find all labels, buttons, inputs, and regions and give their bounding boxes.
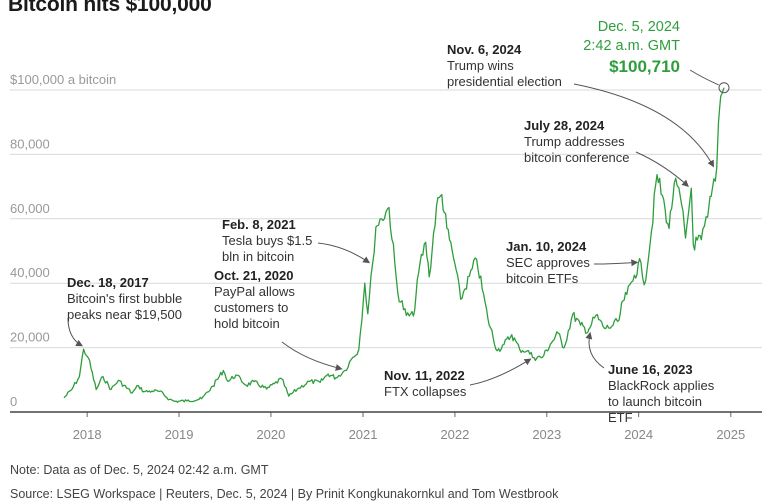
annotation-text: Tesla buys $1.5	[222, 233, 313, 248]
annotation-date: Nov. 6, 2024	[447, 42, 522, 57]
x-tick-label: 2019	[165, 427, 194, 442]
annotation-text: Trump wins	[447, 58, 514, 73]
series-line-bitcoin-price	[63, 87, 725, 403]
y-tick-label: $100,000 a bitcoin	[10, 72, 116, 87]
chart-source: Source: LSEG Workspace | Reuters, Dec. 5…	[10, 487, 559, 501]
annotation-text: presidential election	[447, 74, 562, 89]
annotation-text: FTX collapses	[384, 384, 467, 399]
x-axis-tick-labels: 2018 2019 2020 2021 2022 2023 2024 2025	[73, 412, 745, 442]
record-high-marker	[718, 82, 730, 94]
annotation-paypal: Oct. 21, 2020 PayPal allows customers to…	[214, 268, 295, 332]
annotation-date: Feb. 8, 2021	[222, 217, 296, 232]
record-value: $100,710	[609, 57, 680, 76]
chart-title: Bitcoin hits $100,000	[8, 0, 212, 16]
y-tick-label: 40,000	[10, 265, 50, 280]
y-tick-label: 60,000	[10, 201, 50, 216]
record-time: 2:42 a.m. GMT	[583, 38, 680, 54]
arrow-blackrock	[585, 331, 605, 369]
arrow-ftx	[469, 358, 532, 386]
x-tick-label: 2022	[440, 427, 469, 442]
annotation-text: bitcoin ETFs	[506, 271, 579, 286]
annotation-date: June 16, 2023	[608, 362, 693, 377]
annotation-text: Trump addresses	[524, 134, 625, 149]
annotation-text: bln in bitcoin	[222, 249, 295, 264]
chart-series	[63, 87, 725, 403]
chart-grid	[10, 89, 762, 349]
annotation-date: Dec. 18, 2017	[67, 275, 149, 290]
annotation-record-high: Dec. 5, 2024 2:42 a.m. GMT $100,710	[560, 18, 680, 78]
annotation-date: Oct. 21, 2020	[214, 268, 294, 283]
annotation-bubble: Dec. 18, 2017 Bitcoin's first bubble pea…	[67, 275, 182, 323]
annotation-date: Jan. 10, 2024	[506, 239, 587, 254]
annotation-text: ETF	[608, 410, 633, 425]
y-tick-label: 0	[10, 394, 17, 409]
annotation-trump-conference: July 28, 2024 Trump addresses bitcoin co…	[524, 118, 630, 166]
annotation-text: hold bitcoin	[214, 316, 280, 331]
arrow-record	[689, 69, 719, 86]
annotation-date: Nov. 11, 2022	[384, 368, 465, 383]
x-tick-label: 2021	[349, 427, 378, 442]
annotation-text: Bitcoin's first bubble	[67, 291, 183, 306]
annotation-text: PayPal allows	[214, 284, 295, 299]
arrow-trump-conference	[635, 151, 689, 187]
y-axis-tick-labels: 0 20,000 40,000 60,000 80,000 $100,000 a bitc…	[10, 72, 116, 409]
annotation-text: BlackRock applies	[608, 378, 715, 393]
annotation-date: July 28, 2024	[524, 118, 605, 133]
x-tick-label: 2024	[624, 427, 653, 442]
x-tick-label: 2023	[532, 427, 561, 442]
record-date: Dec. 5, 2024	[597, 19, 680, 35]
annotation-blackrock: June 16, 2023 BlackRock applies to launc…	[608, 362, 714, 426]
x-tick-label: 2018	[73, 427, 102, 442]
y-tick-label: 20,000	[10, 330, 50, 345]
annotation-text: customers to	[214, 300, 289, 315]
chart-note: Note: Data as of Dec. 5, 2024 02:42 a.m.…	[10, 463, 269, 477]
annotation-text: peaks near $19,500	[67, 307, 182, 322]
annotation-text: to launch bitcoin	[608, 394, 702, 409]
annotation-trump-election: Nov. 6, 2024 Trump wins presidential ele…	[447, 42, 562, 90]
x-tick-label: 2025	[716, 427, 745, 442]
arrow-tesla	[317, 242, 371, 264]
arrow-sec-etf	[593, 259, 639, 267]
annotation-sec-etf: Jan. 10, 2024 SEC approves bitcoin ETFs	[506, 239, 590, 287]
arrow-bubble	[67, 317, 84, 347]
x-tick-label: 2020	[256, 427, 285, 442]
arrow-trump-election	[573, 83, 714, 168]
arrow-paypal	[281, 341, 343, 371]
annotation-tesla: Feb. 8, 2021 Tesla buys $1.5 bln in bitc…	[222, 217, 312, 265]
y-tick-label: 80,000	[10, 136, 50, 151]
annotation-text: bitcoin conference	[524, 150, 630, 165]
annotation-ftx: Nov. 11, 2022 FTX collapses	[384, 368, 466, 400]
annotation-text: SEC approves	[506, 255, 590, 270]
annotation-arrows	[67, 69, 719, 386]
